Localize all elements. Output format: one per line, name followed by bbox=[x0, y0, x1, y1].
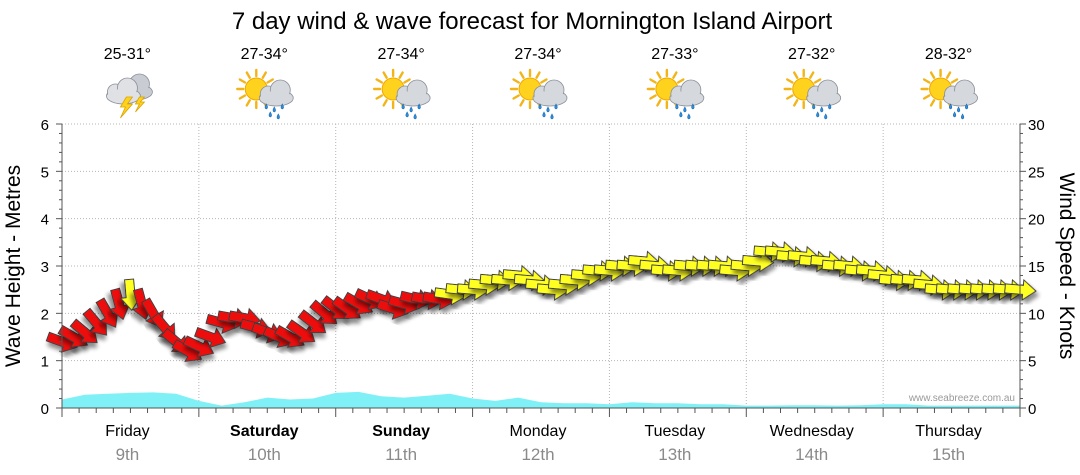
wind-arrow bbox=[182, 335, 215, 358]
rain-drops-icon bbox=[538, 103, 558, 120]
wind-arrow bbox=[741, 250, 775, 273]
storm-icon bbox=[106, 73, 153, 119]
day-header-tuesday: 27-33° Tuesday 13th bbox=[644, 46, 705, 464]
day-temp-range: 27-34° bbox=[241, 46, 288, 63]
day-header-friday: 25-31° Friday 9th bbox=[104, 46, 153, 464]
y-axis-right-label: Wind Speed - Knots bbox=[1055, 173, 1078, 360]
day-date-label: 15th bbox=[932, 445, 965, 464]
day-temp-range: 27-34° bbox=[514, 46, 561, 63]
rain-drops-icon bbox=[401, 103, 421, 120]
y-tick-label-left: 6 bbox=[41, 117, 49, 134]
cloud-icon bbox=[669, 79, 705, 107]
y-tick-label-left: 3 bbox=[41, 259, 49, 276]
sun-shower-icon bbox=[920, 68, 978, 120]
y-tick-label-right: 10 bbox=[1028, 306, 1045, 323]
y-tick-label-right: 20 bbox=[1028, 212, 1045, 229]
wave-series bbox=[62, 391, 1020, 408]
cloud-icon bbox=[943, 79, 978, 107]
wind-arrow-shape bbox=[741, 250, 775, 273]
y-tick-label-right: 5 bbox=[1028, 354, 1036, 371]
wind-arrow-shape bbox=[57, 324, 88, 348]
sun-shower-icon bbox=[372, 68, 431, 120]
day-name-label: Tuesday bbox=[644, 423, 705, 440]
day-date-label: 14th bbox=[795, 445, 828, 464]
wind-arrow bbox=[69, 318, 98, 344]
y-tick-label-left: 0 bbox=[41, 401, 49, 418]
y-tick-label-right: 30 bbox=[1028, 117, 1045, 134]
wind-arrow bbox=[309, 299, 338, 325]
y-tick-label-right: 15 bbox=[1028, 259, 1045, 276]
day-temp-range: 27-32° bbox=[788, 46, 835, 63]
day-name-label: Saturday bbox=[230, 423, 299, 440]
wind-arrow-shape bbox=[182, 335, 215, 358]
watermark: www.seabreeze.com.au bbox=[908, 393, 1015, 404]
day-name-label: Friday bbox=[105, 423, 149, 440]
day-name-label: Thursday bbox=[915, 423, 982, 440]
y-axis-left-label: Wave Height - Metres bbox=[2, 165, 25, 367]
wind-arrow-shape bbox=[69, 318, 98, 344]
rain-drops-icon bbox=[949, 103, 969, 120]
day-date-label: 9th bbox=[116, 445, 140, 464]
day-header-thursday: 28-32° Thursday 15th bbox=[915, 46, 982, 464]
wind-arrow-shape bbox=[109, 287, 131, 321]
day-name-label: Wednesday bbox=[770, 423, 854, 440]
y-tick-label-left: 4 bbox=[41, 212, 49, 229]
day-header-monday: 27-34° Monday 12th bbox=[509, 46, 568, 464]
day-temp-range: 27-33° bbox=[651, 46, 698, 63]
wind-arrow-shape bbox=[297, 309, 327, 334]
wind-arrow-shape bbox=[285, 319, 316, 343]
cloud-icon bbox=[106, 77, 141, 105]
day-date-label: 13th bbox=[658, 445, 691, 464]
cloud-icon bbox=[395, 79, 431, 107]
wave-height-area bbox=[62, 391, 1020, 408]
sun-shower-icon bbox=[509, 68, 568, 120]
wind-arrow bbox=[297, 309, 327, 334]
sun-shower-icon bbox=[783, 68, 842, 120]
rain-drops-icon bbox=[264, 103, 284, 120]
day-date-label: 12th bbox=[521, 445, 554, 464]
lightning-icon bbox=[134, 96, 146, 113]
y-tick-label-left: 1 bbox=[41, 354, 49, 371]
y-tick-label-right: 25 bbox=[1028, 164, 1045, 181]
wind-series bbox=[45, 241, 1037, 362]
rain-drops-icon bbox=[812, 103, 832, 120]
wind-arrow-shape bbox=[95, 297, 119, 328]
day-headers: 25-31° Friday 9th 27-34° Saturday 10th 27-34° S… bbox=[104, 46, 982, 464]
y-tick-label-left: 2 bbox=[41, 306, 49, 323]
wind-arrow bbox=[95, 297, 119, 328]
rain-drops-icon bbox=[675, 103, 695, 120]
day-date-label: 10th bbox=[248, 445, 281, 464]
day-name-label: Sunday bbox=[372, 423, 430, 440]
day-header-wednesday: 27-32° Wednesday 14th bbox=[770, 46, 854, 464]
wind-arrow bbox=[57, 324, 88, 348]
day-header-saturday: 27-34° Saturday 10th bbox=[230, 46, 299, 464]
day-temp-range: 28-32° bbox=[925, 46, 972, 63]
wind-arrow-shape bbox=[194, 327, 227, 349]
wind-arrow bbox=[109, 287, 131, 321]
axes: 0 1 2 3 4 5 6 0 5 10 15 20 25 30 bbox=[41, 117, 1045, 418]
wind-arrow bbox=[285, 319, 316, 343]
sun-shower-icon bbox=[646, 68, 705, 120]
day-name-label: Monday bbox=[510, 423, 567, 440]
chart-title: 7 day wind & wave forecast for Morningto… bbox=[232, 8, 833, 35]
sun-shower-icon bbox=[236, 68, 294, 120]
wind-arrow-shape bbox=[309, 299, 338, 325]
cloud-icon bbox=[532, 79, 568, 107]
lightning-icon bbox=[119, 96, 134, 119]
y-tick-label-left: 5 bbox=[41, 164, 49, 181]
day-header-sunday: 27-34° Sunday 11th bbox=[372, 46, 431, 464]
day-temp-range: 25-31° bbox=[104, 46, 151, 63]
day-temp-range: 27-34° bbox=[377, 46, 424, 63]
day-date-label: 11th bbox=[385, 445, 417, 464]
cloud-icon bbox=[258, 79, 294, 107]
cloud-icon bbox=[806, 79, 842, 107]
y-tick-label-right: 0 bbox=[1028, 401, 1036, 418]
wind-arrow bbox=[194, 327, 227, 349]
